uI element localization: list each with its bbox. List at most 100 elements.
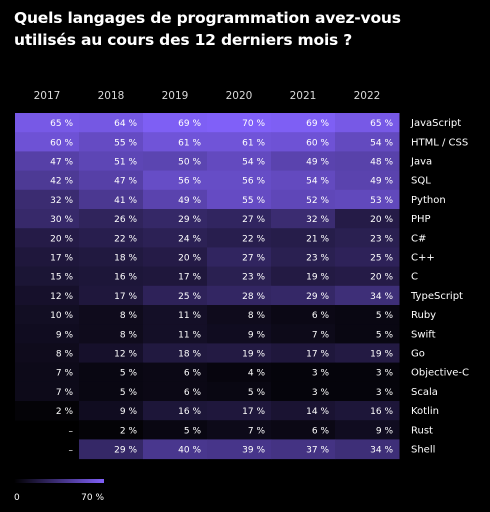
row-label-c: C [411, 272, 418, 283]
heatmap-cell [207, 209, 272, 229]
heatmap-cell [143, 343, 208, 364]
row-label-python: Python [411, 195, 446, 206]
cell-value-label: 40 % [178, 446, 201, 456]
cell-value-label: 9 % [376, 426, 394, 436]
cell-value-label: 64 % [114, 119, 137, 129]
cell-value-label: – [69, 426, 74, 436]
heatmap-cell [335, 420, 400, 440]
heatmap-cell [271, 113, 336, 133]
cell-value-label: 39 % [242, 446, 265, 456]
cell-value-label: 37 % [306, 446, 329, 456]
heatmap-cell [335, 285, 400, 306]
heatmap-cell [15, 381, 80, 402]
cell-value-label: 14 % [306, 407, 329, 417]
heatmap-cell [143, 228, 208, 248]
cell-value-label: 4 % [248, 369, 266, 379]
heatmap-cell [271, 209, 336, 229]
cell-value-label: 5 % [376, 330, 394, 340]
heatmap-cell [335, 228, 400, 248]
heatmap-cell [207, 285, 272, 306]
cell-value-label: 49 % [306, 158, 329, 168]
heatmap-cell [143, 305, 208, 325]
heatmap-cell [79, 324, 144, 344]
cell-value-label: 3 % [312, 369, 330, 379]
heatmap-cell [79, 439, 144, 460]
cell-value-label: 23 % [242, 273, 265, 283]
heatmap-cell [79, 266, 144, 287]
heatmap-cell [271, 247, 336, 268]
heatmap-cell [207, 189, 272, 210]
heatmap-cell [143, 151, 208, 172]
cell-value-label: 47 % [50, 158, 73, 168]
cell-value-label: 53 % [370, 196, 393, 206]
row-label-objective-c: Objective-C [411, 368, 469, 379]
cell-value-label: 9 % [248, 330, 266, 340]
cell-value-label: 27 % [242, 215, 265, 225]
cell-value-label: 61 % [178, 138, 201, 148]
heatmap-cell [271, 362, 336, 383]
cell-value-label: 16 % [178, 407, 201, 417]
cell-value-label: 34 % [370, 446, 393, 456]
row-label-php: PHP [411, 214, 431, 225]
heatmap-cell [15, 209, 80, 229]
heatmap-cell [79, 151, 144, 172]
cell-value-label: 17 % [306, 350, 329, 360]
cell-value-label: 6 % [312, 311, 330, 321]
cell-value-label: 5 % [120, 388, 138, 398]
row-label-kotlin: Kotlin [411, 406, 439, 417]
cell-value-label: 8 % [248, 311, 266, 321]
cell-value-label: 28 % [242, 292, 265, 302]
heatmap-cell [143, 113, 208, 133]
cell-value-label: 49 % [370, 177, 393, 187]
cell-value-label: 19 % [370, 350, 393, 360]
cell-value-label: 7 % [56, 369, 74, 379]
heatmap-cell [15, 170, 80, 191]
cell-value-label: 9 % [56, 330, 74, 340]
heatmap-cell [15, 132, 80, 152]
cell-value-label: 51 % [114, 158, 137, 168]
heatmap-cell [15, 151, 80, 172]
heatmap-cell [207, 132, 272, 152]
heatmap-cell [15, 362, 80, 383]
cell-value-label: 22 % [242, 234, 265, 244]
cell-value-label: 8 % [120, 330, 138, 340]
cell-value-label: 29 % [114, 446, 137, 456]
cell-value-label: 49 % [178, 196, 201, 206]
heatmap-cell [143, 132, 208, 152]
heatmap-cell [143, 209, 208, 229]
legend-color-bar [14, 479, 104, 483]
cell-value-label: 47 % [114, 177, 137, 187]
cell-value-label: 50 % [178, 158, 201, 168]
cell-value-label: 18 % [178, 350, 201, 360]
legend-min-label: 0 [14, 493, 20, 503]
heatmap-cell [207, 228, 272, 248]
cell-value-label: 16 % [370, 407, 393, 417]
heatmap-cell [335, 189, 400, 210]
cell-value-label: 10 % [50, 311, 73, 321]
heatmap-cell [207, 170, 272, 191]
heatmap-cell [79, 285, 144, 306]
heatmap-cell [15, 401, 80, 421]
row-label-typescript: TypeScript [410, 291, 463, 302]
heatmap-cell [79, 189, 144, 210]
cell-value-label: 9 % [120, 407, 138, 417]
cell-value-label: 60 % [306, 138, 329, 148]
cell-value-label: – [69, 446, 74, 456]
heatmap-cell [15, 113, 80, 133]
cell-value-label: 26 % [114, 215, 137, 225]
column-label-2019: 2019 [162, 90, 189, 102]
cell-value-label: 65 % [370, 119, 393, 129]
heatmap-cell [15, 266, 80, 287]
heatmap-cell [143, 189, 208, 210]
heatmap-cell [207, 151, 272, 172]
cell-value-label: 34 % [370, 292, 393, 302]
cell-value-label: 2 % [120, 426, 138, 436]
cell-value-label: 29 % [306, 292, 329, 302]
cell-value-label: 5 % [120, 369, 138, 379]
row-label-sql: SQL [411, 176, 431, 187]
heatmap-cell [271, 305, 336, 325]
row-label-swift: Swift [411, 329, 436, 340]
cell-value-label: 48 % [370, 158, 393, 168]
heatmap-cell [335, 151, 400, 172]
cell-value-label: 3 % [312, 388, 330, 398]
